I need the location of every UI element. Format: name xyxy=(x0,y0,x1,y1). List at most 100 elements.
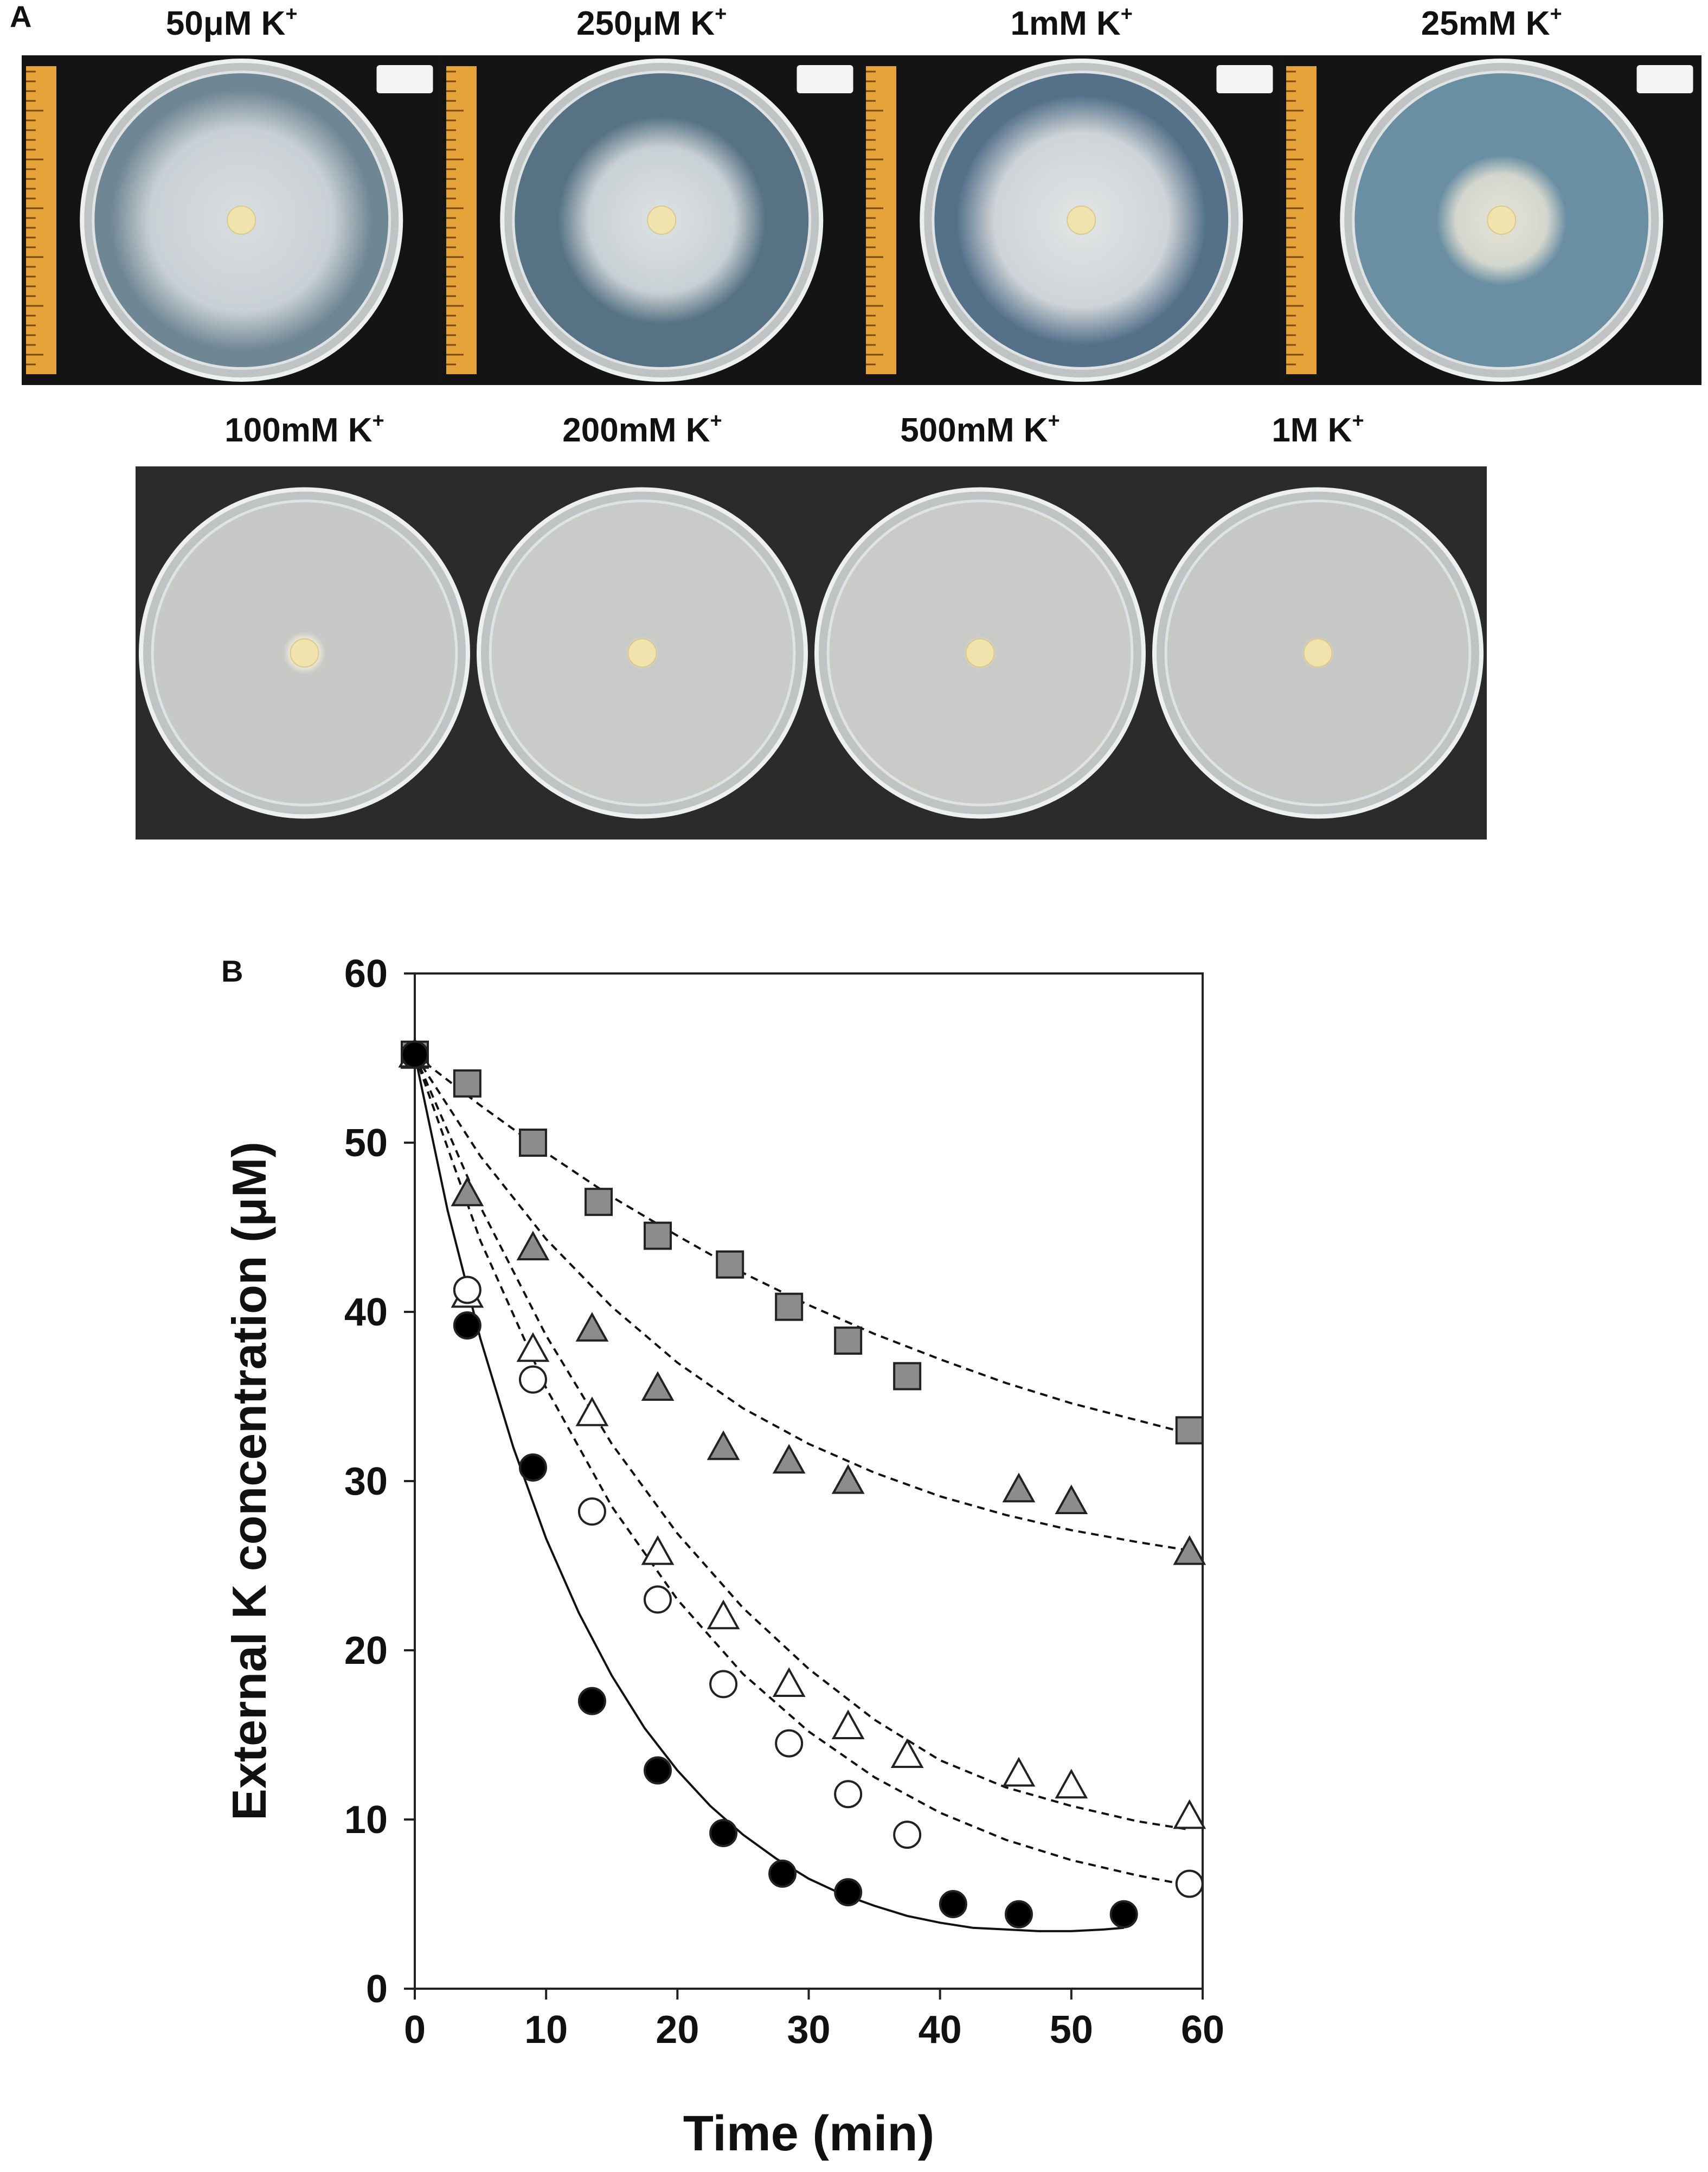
data-point xyxy=(453,1311,481,1340)
inoculum-plug xyxy=(227,206,256,235)
inoculum-plug xyxy=(1486,206,1516,235)
y-tick-label: 50 xyxy=(344,1122,388,1165)
data-point xyxy=(831,1709,865,1739)
data-point xyxy=(768,1859,797,1888)
data-point xyxy=(641,1535,675,1565)
data-point xyxy=(709,1670,738,1699)
ruler xyxy=(866,66,896,374)
fit-curve xyxy=(414,1054,1190,1552)
x-tick-label: 30 xyxy=(787,2008,830,2052)
petri-dish xyxy=(477,487,808,819)
data-point xyxy=(893,1362,922,1391)
panel-b-letter: B xyxy=(221,954,243,988)
inoculum-plug xyxy=(290,638,319,668)
data-point xyxy=(834,1878,863,1907)
inoculum-plug xyxy=(1303,638,1333,668)
data-point xyxy=(772,1667,806,1697)
petri-plate xyxy=(441,55,862,385)
data-point xyxy=(834,1780,863,1809)
data-point xyxy=(893,1821,922,1849)
petri-plate xyxy=(811,466,1149,840)
data-point xyxy=(518,1453,547,1482)
y-tick-label: 10 xyxy=(344,1798,388,1842)
plate-tag xyxy=(376,65,433,93)
data-point xyxy=(772,1444,806,1474)
petri-plate xyxy=(22,55,442,385)
y-tick-label: 20 xyxy=(344,1629,388,1673)
data-point xyxy=(641,1371,675,1401)
inoculum-plug xyxy=(1067,206,1096,235)
data-point xyxy=(775,1292,804,1321)
petri-plate xyxy=(473,466,811,840)
data-point xyxy=(716,1250,744,1279)
petri-dish xyxy=(814,487,1146,819)
petri-dish xyxy=(1339,59,1663,382)
x-tick-label: 10 xyxy=(524,2008,568,2052)
x-tick-label: 50 xyxy=(1050,2008,1093,2052)
plate-label: 1M K+ xyxy=(1272,409,1364,449)
plate-label: 50μM K+ xyxy=(165,3,298,42)
petri-plate xyxy=(1281,55,1701,385)
data-point xyxy=(831,1464,865,1494)
data-point xyxy=(575,1396,609,1426)
fit-curve xyxy=(414,1054,1124,1932)
data-point xyxy=(890,1738,924,1769)
ruler xyxy=(446,66,477,374)
petri-dish xyxy=(920,59,1243,382)
data-point xyxy=(453,1276,481,1304)
y-tick-label: 60 xyxy=(344,952,388,996)
plate-label: 25mM K+ xyxy=(1421,3,1562,42)
petri-plate xyxy=(862,55,1282,385)
plate-tag xyxy=(1636,65,1693,93)
x-tick-label: 0 xyxy=(404,2008,426,2052)
y-tick-label: 40 xyxy=(344,1291,388,1334)
petri-plate xyxy=(1149,466,1487,840)
x-axis-label: Time (min) xyxy=(683,2106,934,2161)
panel-a-letter: A xyxy=(10,0,32,34)
y-axis-label: External K concentration (μM) xyxy=(222,1142,276,1821)
data-point xyxy=(516,1231,550,1261)
data-point xyxy=(577,1687,606,1715)
plate-label: 500mM K+ xyxy=(900,409,1060,449)
data-point xyxy=(1055,1484,1088,1515)
plate-tag xyxy=(797,65,853,93)
plate-photo-row-2 xyxy=(136,466,1487,840)
data-point xyxy=(644,1756,672,1785)
plate-photo-row-1 xyxy=(22,55,1701,385)
plate-tag xyxy=(1216,65,1273,93)
petri-dish xyxy=(499,59,823,382)
inoculum-plug xyxy=(965,638,995,668)
data-point xyxy=(1002,1472,1036,1503)
inoculum-plug xyxy=(627,638,657,668)
data-point xyxy=(834,1327,863,1355)
data-point xyxy=(707,1430,740,1460)
data-point xyxy=(1175,1869,1204,1898)
data-point xyxy=(518,1365,547,1394)
data-point xyxy=(939,1890,967,1918)
data-point xyxy=(577,1497,606,1526)
y-tick-label: 30 xyxy=(344,1460,388,1503)
data-point xyxy=(644,1585,672,1614)
x-tick-label: 20 xyxy=(656,2008,699,2052)
ruler xyxy=(26,66,56,374)
data-point xyxy=(1004,1900,1033,1928)
ruler xyxy=(1286,66,1317,374)
plate-label: 100mM K+ xyxy=(224,409,384,449)
data-point xyxy=(1173,1535,1206,1565)
data-point xyxy=(1055,1769,1088,1799)
data-point xyxy=(1173,1799,1206,1829)
plate-label: 250μM K+ xyxy=(576,3,727,42)
petri-plate xyxy=(136,466,473,840)
fit-curve xyxy=(414,1054,1190,1831)
fit-curve xyxy=(414,1054,1190,1435)
data-point xyxy=(707,1599,740,1630)
inoculum-plug xyxy=(646,206,676,235)
data-point xyxy=(575,1312,609,1342)
data-point xyxy=(518,1129,547,1157)
plate-label: 200mM K+ xyxy=(562,409,722,449)
x-tick-label: 40 xyxy=(919,2008,962,2052)
data-point xyxy=(451,1176,484,1207)
data-point xyxy=(709,1818,738,1847)
data-point xyxy=(401,1040,429,1069)
